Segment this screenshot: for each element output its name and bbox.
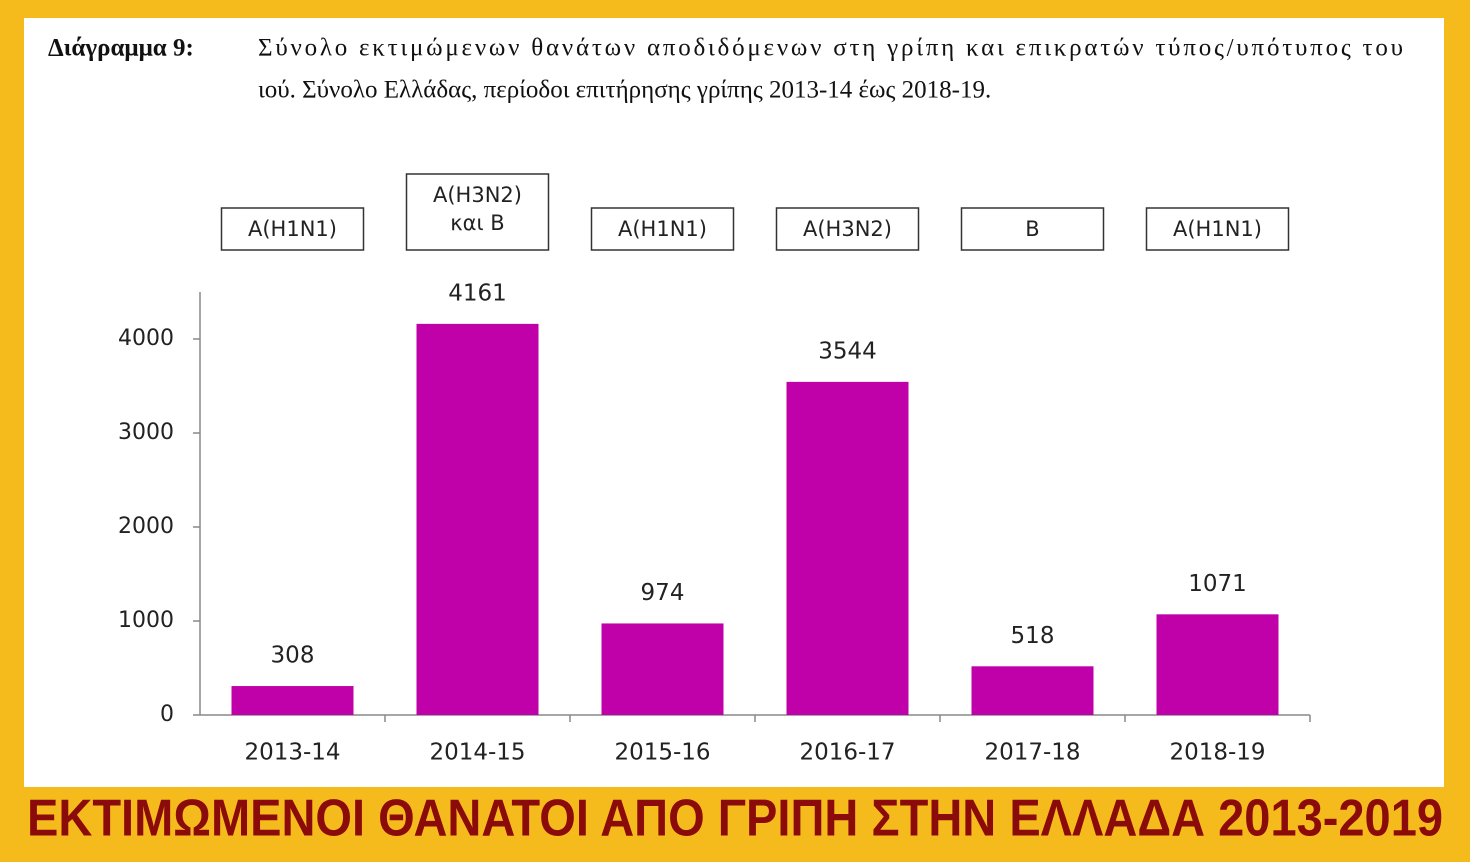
y-tick-label: 4000	[118, 326, 174, 351]
strain-label: και B	[450, 211, 504, 235]
bar	[1156, 614, 1279, 715]
value-label: 308	[271, 643, 315, 669]
strain-label: A(H3N2)	[433, 183, 522, 207]
bar	[231, 686, 354, 715]
bar	[601, 623, 724, 715]
caption-line: ιού. Σύνολο Ελλάδας, περίοδοι επιτήρησης…	[258, 77, 991, 104]
strain-box	[960, 207, 1105, 251]
strain-box	[220, 207, 365, 251]
x-tick-label: 2016-17	[799, 740, 895, 766]
y-tick-label: 3000	[118, 420, 174, 445]
value-label: 4161	[448, 280, 507, 306]
strain-box	[590, 207, 735, 251]
y-tick-label: 1000	[118, 608, 174, 633]
x-tick-label: 2017-18	[984, 740, 1080, 766]
y-tick-label: 2000	[118, 514, 174, 539]
value-label: 974	[641, 580, 685, 606]
x-tick-label: 2013-14	[244, 740, 340, 766]
x-tick-label: 2015-16	[614, 740, 710, 766]
strain-box	[775, 207, 920, 251]
x-tick-label: 2014-15	[429, 740, 525, 766]
value-label: 1071	[1188, 571, 1247, 597]
strain-label: A(H1N1)	[1173, 217, 1262, 241]
bar	[971, 666, 1094, 715]
banner: ΕΚΤΙΜΩΜΕΝΟΙ ΘΑΝΑΤΟΙ ΑΠΟ ΓΡΙΠΗ ΣΤΗΝ ΕΛΛΑΔ…	[27, 790, 1443, 848]
strain-box	[405, 173, 550, 251]
strain-label: A(H3N2)	[803, 217, 892, 241]
value-label: 3544	[818, 338, 877, 364]
strain-label: A(H1N1)	[248, 217, 337, 241]
bar	[786, 381, 909, 715]
x-tick-label: 2018-19	[1169, 740, 1265, 766]
strain-label: B	[1025, 217, 1039, 241]
figure-label: Διάγραμμα 9:	[48, 35, 194, 62]
strain-label: A(H1N1)	[618, 217, 707, 241]
bar	[416, 323, 539, 715]
strain-box	[1145, 207, 1290, 251]
y-tick-label: 0	[160, 702, 174, 727]
value-label: 518	[1011, 623, 1055, 649]
